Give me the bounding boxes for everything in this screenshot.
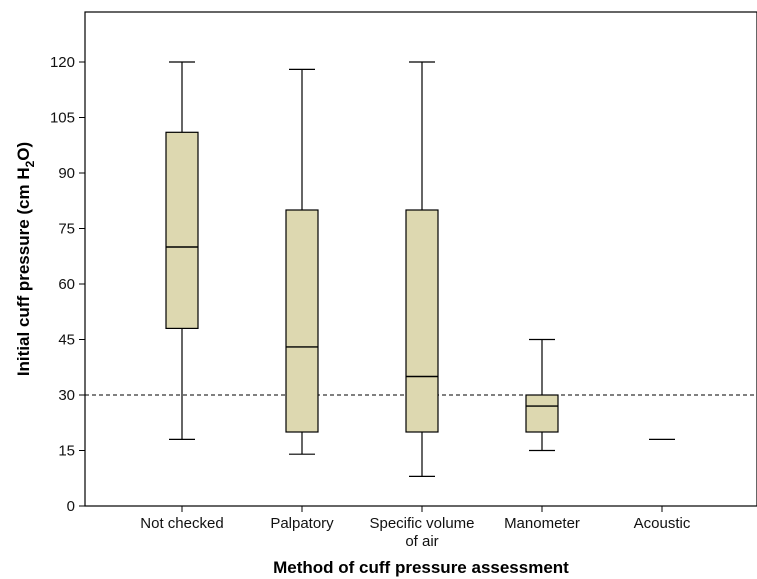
box-0	[165, 61, 199, 440]
boxes-group	[165, 61, 675, 477]
box-body-2	[405, 209, 439, 433]
y-tick-label-4: 60	[58, 276, 75, 293]
x-category-label-3: Manometer	[504, 515, 580, 532]
plot-frame	[84, 11, 757, 507]
x-category-label-1: Palpatory	[270, 515, 334, 532]
x-category-label-2: Specific volume	[369, 515, 474, 532]
y-tick-label-6: 90	[58, 165, 75, 182]
box-body-0	[165, 131, 199, 330]
y-tick-label-7: 105	[50, 110, 75, 127]
box-body-1	[285, 209, 319, 433]
y-axis-title: Initial cuff pressure (cm H2O)	[14, 142, 37, 376]
y-tick-label-3: 45	[58, 332, 75, 349]
box-2	[405, 61, 439, 477]
x-axis-title: Method of cuff pressure assessment	[273, 558, 569, 577]
box-1	[285, 68, 319, 455]
y-axis: 0 15 30 45 60 75 90 105 120	[50, 54, 85, 515]
y-tick-label-2: 30	[58, 387, 75, 404]
x-category-label-2-line1: of air	[405, 533, 438, 550]
x-category-label-0: Not checked	[140, 515, 223, 532]
y-tick-label-5: 75	[58, 221, 75, 238]
box-body-3	[525, 394, 559, 433]
x-category-label-4: Acoustic	[634, 515, 691, 532]
y-tick-label-8: 120	[50, 54, 75, 71]
y-tick-label-1: 15	[58, 443, 75, 460]
box-3	[525, 338, 559, 452]
y-tick-label-0: 0	[67, 498, 75, 515]
